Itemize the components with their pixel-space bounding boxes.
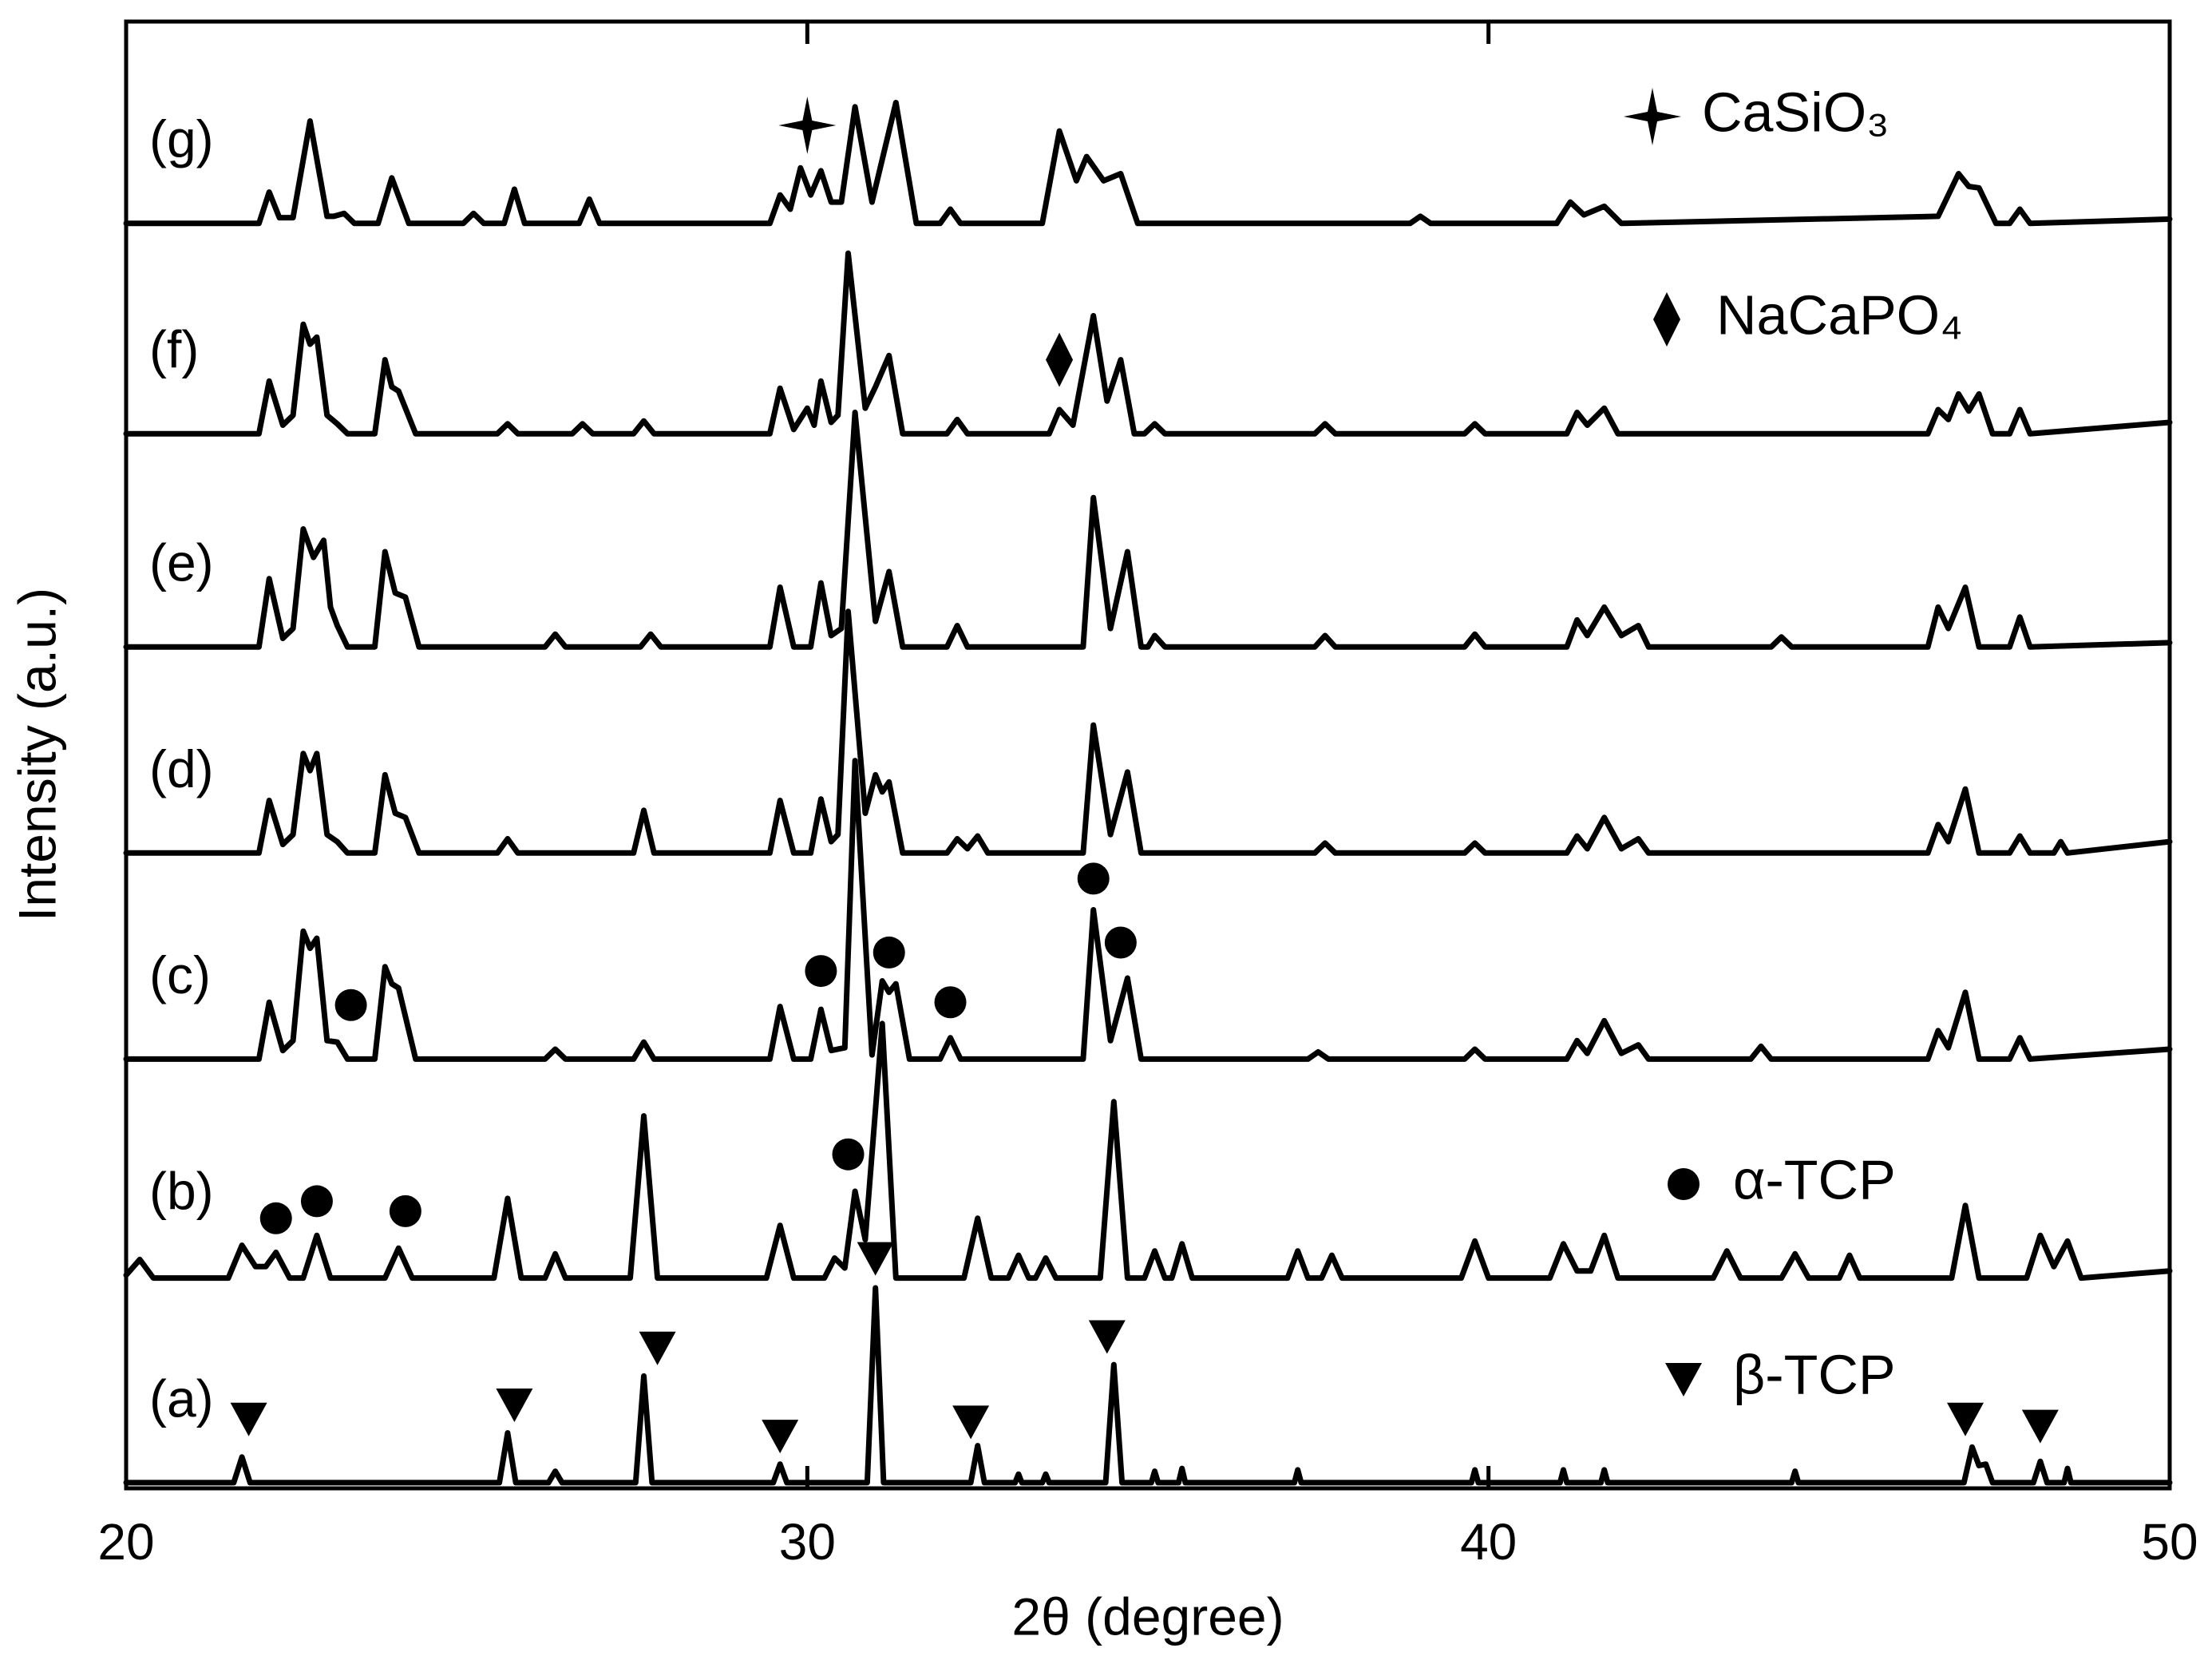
peak-marker	[832, 1138, 865, 1171]
plot-frame	[124, 19, 2172, 1491]
series-label: (e)	[149, 533, 214, 592]
peak-marker	[334, 988, 367, 1021]
xrd-pattern	[123, 1285, 2173, 1486]
peak-marker	[952, 1405, 990, 1440]
series-label: (g)	[149, 109, 214, 168]
peak-marker	[1046, 332, 1074, 387]
xrd-pattern	[123, 410, 2173, 650]
x-tick-label: 20	[97, 1513, 154, 1571]
series-label: (c)	[149, 945, 211, 1004]
xrd-pattern	[123, 758, 2173, 1062]
peak-marker	[1104, 926, 1137, 959]
peak-marker	[762, 1420, 799, 1454]
peak-marker	[805, 955, 837, 988]
xrd-pattern	[123, 250, 2173, 437]
y-axis-label: Intensity (a.u.)	[7, 588, 66, 921]
peak-marker	[639, 1331, 676, 1365]
peak-marker	[1947, 1402, 1984, 1436]
peak-marker	[389, 1194, 421, 1227]
legend-symbol	[1624, 88, 1681, 145]
x-axis-label: 2θ (degree)	[1011, 1587, 1284, 1646]
peak-marker	[259, 1202, 292, 1234]
legend-label: NaCaPO₄	[1716, 283, 1963, 346]
x-tick-label: 30	[779, 1513, 836, 1571]
x-tick-label: 40	[1460, 1513, 1517, 1571]
legend-symbol	[1665, 1363, 1702, 1397]
series-label: (a)	[149, 1369, 214, 1428]
series-label: (f)	[149, 320, 199, 379]
peak-marker	[934, 986, 967, 1019]
peak-marker	[230, 1402, 267, 1436]
peak-marker	[300, 1185, 333, 1218]
xrd-pattern	[123, 1020, 2173, 1282]
legend-label: β-TCP	[1733, 1343, 1896, 1405]
xrd-pattern	[123, 608, 2173, 856]
peak-marker	[778, 96, 837, 154]
peak-marker	[873, 936, 905, 969]
legend-label: CaSiO₃	[1702, 81, 1889, 143]
series-label: (d)	[149, 739, 214, 798]
peak-marker	[857, 1242, 894, 1276]
peak-marker	[1077, 862, 1110, 895]
x-tick-label: 50	[2141, 1513, 2198, 1571]
xrd-pattern	[123, 100, 2173, 227]
legend-symbol	[1653, 292, 1680, 347]
peak-marker	[1088, 1320, 1126, 1354]
peak-marker	[496, 1388, 533, 1422]
legend-label: α-TCP	[1733, 1148, 1896, 1210]
legend-symbol	[1668, 1168, 1700, 1200]
peak-marker	[2021, 1409, 2059, 1444]
series-label: (b)	[149, 1161, 214, 1220]
